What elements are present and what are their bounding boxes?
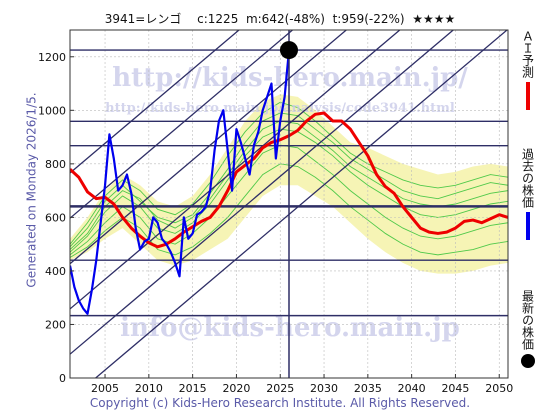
copyright-footer: Copyright (c) Kids-Hero Research Institu… [89, 396, 471, 410]
latest-marker-group [280, 30, 298, 378]
x-tick-label-2010: 2010 [135, 382, 163, 395]
watermark-email: info@kids-hero.main.jp [120, 313, 460, 343]
x-tick-label-2020: 2020 [222, 382, 250, 395]
x-tick-label-2015: 2015 [179, 382, 207, 395]
x-tick-label-2025: 2025 [266, 382, 294, 395]
plot-frame [69, 29, 509, 379]
y-tick-label-600: 600 [45, 211, 66, 224]
y-tick-label-0: 0 [59, 372, 66, 385]
legend-ai-forecast: ＡＩ予測 [516, 30, 540, 110]
legend-latest-label: 最新の株価 [520, 290, 535, 350]
latest-price-marker [280, 41, 298, 60]
x-tick-label-2030: 2030 [310, 382, 338, 395]
y-tick-label-200: 200 [45, 318, 66, 331]
x-tick-label-2005: 2005 [91, 382, 119, 395]
legend-past-label: 過去の株価 [520, 148, 535, 208]
channel-line-6 [70, 30, 241, 174]
x-tick-label-2045: 2045 [441, 382, 469, 395]
legend-latest-price: 最新の株価 [516, 290, 540, 368]
x-tick-label-2040: 2040 [398, 382, 426, 395]
y-tick-label-1000: 1000 [38, 104, 66, 117]
y-tick-label-1200: 1200 [38, 51, 66, 64]
y-tick-label-800: 800 [45, 158, 66, 171]
past-price-line [70, 49, 291, 315]
legend-past-swatch [526, 212, 530, 240]
watermark-group: http://kids-hero.main.jp/ http://kids-he… [105, 63, 468, 343]
legend-ai-label: ＡＩ予測 [520, 30, 535, 78]
x-tick-label-2035: 2035 [354, 382, 382, 395]
x-tick-label-2050: 2050 [485, 382, 513, 395]
y-tick-label-400: 400 [45, 265, 66, 278]
legend-latest-dot [521, 354, 535, 368]
legend-past-price: 過去の株価 [516, 148, 540, 240]
axes: 2005 2010 2015 2020 2025 2030 2035 2040 2045 2050… [38, 51, 513, 395]
watermark-url-small: http://kids-hero.main.jp/analysis/code39… [105, 101, 455, 116]
legend-ai-swatch [526, 82, 530, 110]
chart-title: 3941=レンゴ c:1225 m:642(-48%) t:959(-22%) … [104, 12, 456, 26]
